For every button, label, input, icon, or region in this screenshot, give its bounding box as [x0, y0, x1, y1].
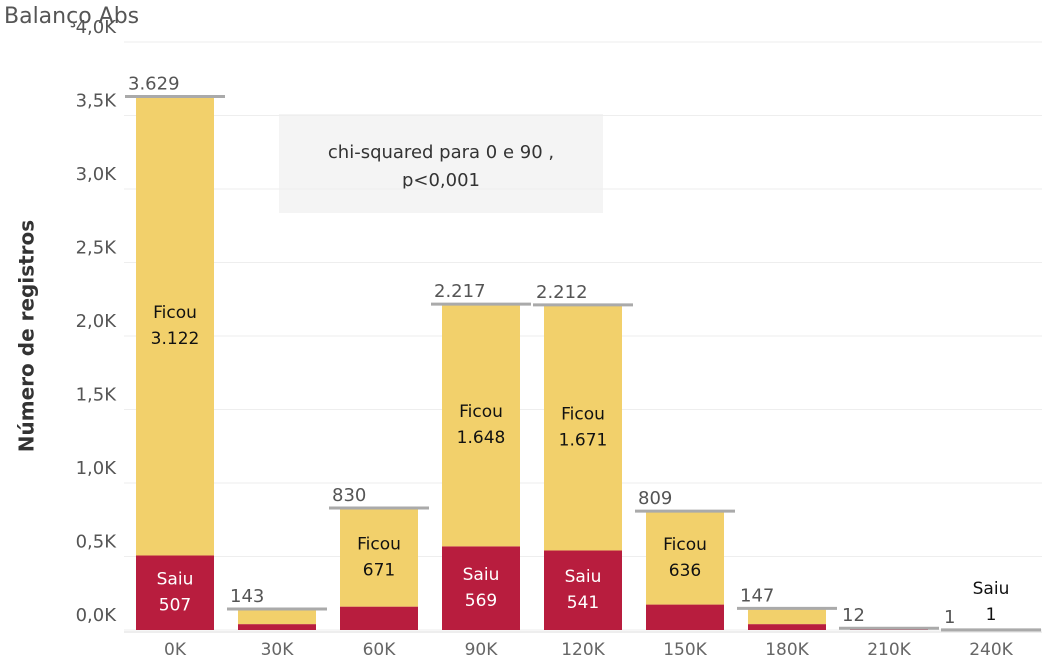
segment-name: Saiu [565, 567, 602, 587]
total-label: 2.212 [536, 282, 588, 303]
total-label: 12 [842, 605, 865, 626]
value-label: 1 [986, 605, 997, 625]
total-label: 830 [332, 485, 366, 506]
value-label: 3.122 [151, 329, 200, 349]
x-tick-label: 240K [969, 640, 1013, 660]
segment-name: Ficou [153, 303, 197, 323]
x-tick-label: 210K [867, 640, 911, 660]
y-tick-label: 2,0K [76, 311, 118, 332]
total-label: 3.629 [128, 74, 180, 95]
bar-segment [136, 555, 214, 630]
bar-segment [442, 304, 520, 546]
total-label: 1 [944, 607, 955, 628]
chart-title: Balanço Abs [4, 4, 139, 29]
annotation: p<0,001 [402, 170, 480, 191]
total-label: 809 [638, 488, 672, 509]
bar-segment [442, 546, 520, 630]
bar-segment [646, 605, 724, 630]
segment-name: Ficou [561, 405, 605, 425]
bar-segment [544, 550, 622, 630]
annotation-box [279, 114, 603, 213]
y-tick-label: 3,0K [76, 164, 118, 185]
x-tick-label: 60K [363, 640, 397, 660]
x-tick-label: 180K [765, 640, 809, 660]
value-label: 1.671 [559, 431, 608, 451]
segment-name: Saiu [973, 579, 1010, 599]
bar-segment [136, 97, 214, 556]
y-tick-label: 1,0K [76, 458, 118, 479]
y-tick-label: 1,5K [76, 385, 118, 406]
bar-segment [340, 607, 418, 630]
x-tick-label: 90K [465, 640, 499, 660]
segment-name: Saiu [157, 570, 194, 590]
segment-name: Ficou [663, 535, 707, 555]
value-label: 569 [465, 591, 497, 611]
bar-segment [544, 305, 622, 551]
y-tick-label: 0,0K [76, 605, 118, 626]
y-tick-label: 0,5K [76, 532, 118, 553]
x-tick-label: 150K [663, 640, 707, 660]
value-label: 636 [669, 561, 701, 581]
x-tick-label: 0K [164, 640, 187, 660]
value-label: 507 [159, 596, 191, 616]
y-tick-label: 2,5K [76, 238, 118, 259]
bar-segment [748, 624, 826, 630]
segment-name: Saiu [463, 565, 500, 585]
value-label: 671 [363, 560, 395, 580]
y-tick-label: 4,0K [76, 17, 118, 38]
total-label: 143 [230, 586, 264, 607]
segment-name: Ficou [357, 534, 401, 554]
x-tick-label: 30K [261, 640, 295, 660]
total-label: 147 [740, 585, 774, 606]
y-axis-label: Número de registros [15, 220, 39, 452]
bar-segment [238, 624, 316, 630]
bar-segment [748, 608, 826, 624]
total-label: 2.217 [434, 281, 486, 302]
bar-segment [646, 511, 724, 604]
value-label: 541 [567, 593, 599, 613]
bar-segment [238, 609, 316, 624]
segment-name: Ficou [459, 402, 503, 422]
x-tick-label: 120K [561, 640, 605, 660]
annotation: chi-squared para 0 e 90 , [328, 142, 554, 163]
bar-segment [340, 508, 418, 607]
value-label: 1.648 [457, 428, 506, 448]
y-tick-label: 3,5K [76, 91, 118, 112]
